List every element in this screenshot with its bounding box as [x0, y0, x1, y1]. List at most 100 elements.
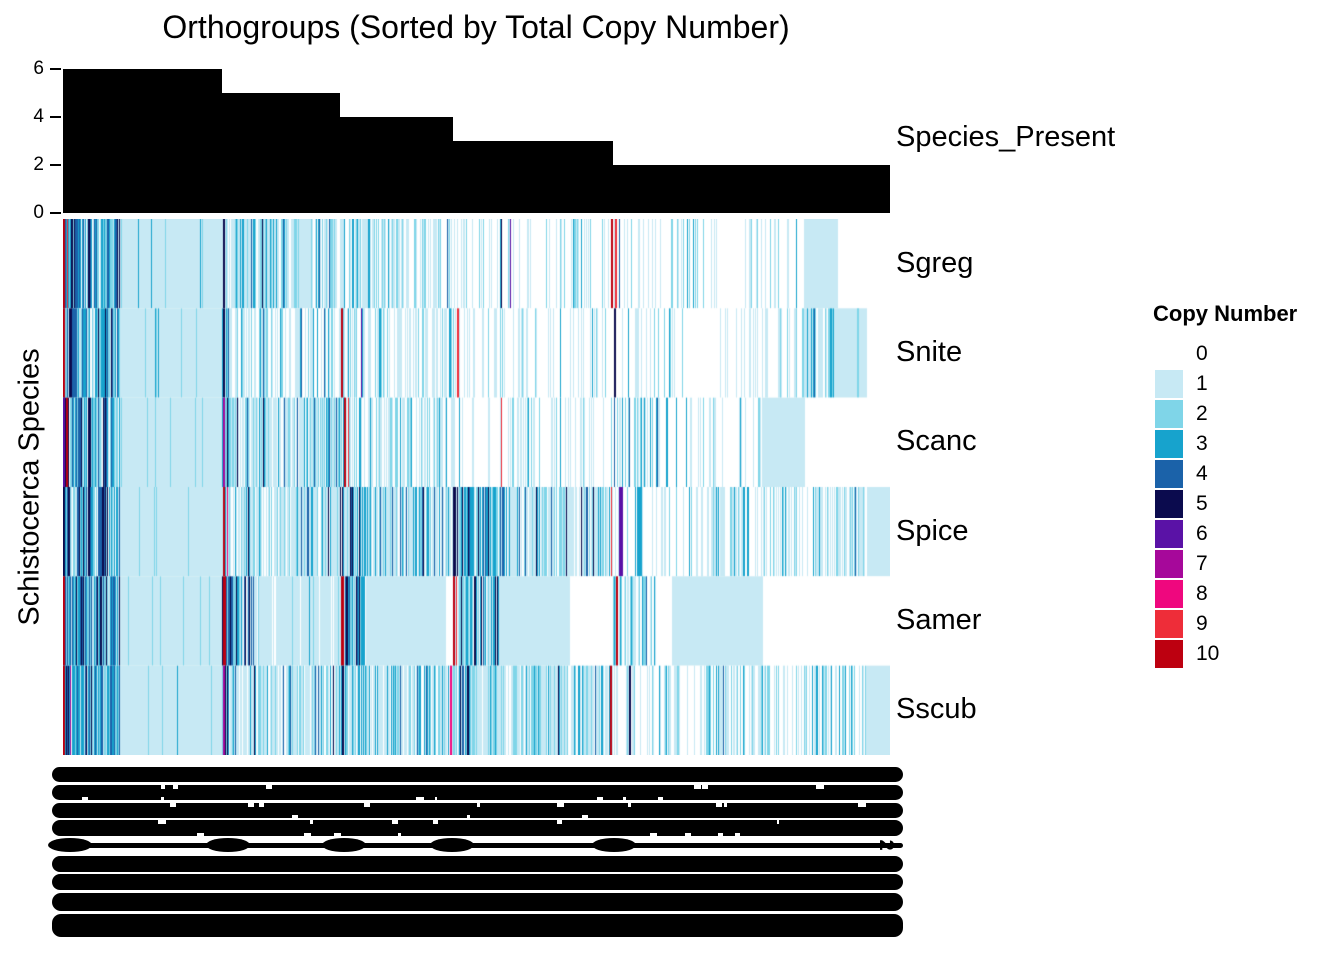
label-band-notch [556, 803, 564, 807]
legend-label-6: 6 [1196, 522, 1208, 545]
legend-label-9: 9 [1196, 612, 1208, 635]
legend-swatch-0 [1155, 340, 1183, 368]
label-band-notch [715, 803, 723, 807]
label-band-notch [434, 796, 438, 800]
species-present-bar-segment [612, 165, 890, 213]
species-present-barplot [63, 69, 890, 213]
label-band-notch [82, 796, 89, 800]
label-band-notch [196, 832, 204, 836]
legend-label-0: 0 [1196, 342, 1208, 365]
legend-swatch-6 [1155, 520, 1183, 548]
label-band-notch [292, 814, 298, 818]
label-band-notch [650, 832, 657, 836]
label-band-notch [702, 785, 708, 789]
species-present-bar-segment [340, 117, 453, 213]
legend-label-1: 1 [1196, 372, 1208, 395]
legend-label-8: 8 [1196, 582, 1208, 605]
legend-swatch-2 [1155, 400, 1183, 428]
label-band-notch [160, 785, 166, 789]
label-band-notch [467, 814, 471, 818]
label-band-notch [334, 832, 341, 836]
label-band-notch [170, 803, 177, 807]
legend-title: Copy Number [1153, 301, 1298, 326]
row-label-sscub: Sscub [896, 693, 977, 726]
legend-swatch-7 [1155, 550, 1183, 578]
label-band-notch [363, 803, 371, 807]
row-label-scanc: Scanc [896, 425, 977, 458]
label-band [52, 785, 903, 800]
y-axis-label: Schistocerca Species [13, 348, 46, 626]
legend-label-4: 4 [1196, 462, 1208, 485]
legend-swatch-8 [1155, 580, 1183, 608]
label-band-notch [173, 785, 179, 789]
legend-swatch-1 [1155, 370, 1183, 398]
label-band-notch [310, 820, 314, 824]
legend-label-3: 3 [1196, 432, 1208, 455]
legend-swatch-9 [1155, 610, 1183, 638]
label-band-line [52, 842, 903, 848]
label-band-notch [248, 803, 255, 807]
legend-swatch-5 [1155, 490, 1183, 518]
rotated-label-digit: 2 [875, 839, 897, 851]
y-tick-mark [50, 212, 61, 215]
label-band-notch [735, 832, 740, 836]
label-band [52, 856, 903, 872]
species-present-bar-segment [63, 69, 222, 213]
label-band-notch [685, 832, 691, 836]
label-band-notch [392, 820, 398, 824]
copy-number-heatmap [63, 219, 890, 755]
row-label-sgreg: Sgreg [896, 246, 974, 279]
label-band-notch [476, 803, 481, 807]
y-tick-label: 6 [33, 58, 44, 79]
label-band-notch [597, 796, 604, 800]
y-tick-label: 4 [33, 106, 44, 127]
label-band-blob [322, 838, 366, 852]
label-band-notch [658, 796, 664, 800]
label-band [52, 767, 903, 782]
label-band-notch [161, 796, 164, 800]
label-band-notch [724, 803, 728, 807]
y-tick-label: 0 [33, 202, 44, 223]
label-band-notch [627, 803, 632, 807]
chart-title: Orthogroups (Sorted by Total Copy Number… [162, 9, 790, 45]
label-band-blob [592, 838, 636, 852]
row-label-snite: Snite [896, 336, 963, 368]
label-band-notch [158, 820, 166, 824]
legend-label-5: 5 [1196, 492, 1208, 515]
legend-label-7: 7 [1196, 552, 1208, 575]
label-band-notch [266, 785, 272, 789]
label-band-notch [557, 820, 562, 824]
legend-swatch-10 [1155, 640, 1183, 668]
y-tick-mark [50, 68, 61, 71]
label-band-notch [304, 832, 311, 836]
label-band-notch [398, 832, 402, 836]
label-band-notch [622, 796, 626, 800]
row-label-samer: Samer [896, 604, 982, 636]
label-band-blob [206, 838, 250, 852]
label-band-notch [694, 785, 702, 789]
label-band [52, 893, 903, 911]
y-tick-mark [50, 164, 61, 167]
species-present-bar-segment [452, 141, 613, 213]
label-band-notch [815, 785, 824, 789]
species-present-bar-segment [221, 93, 341, 213]
y-tick-mark [50, 116, 61, 119]
label-band-notch [416, 796, 424, 800]
annotation-label-species-present: Species_Present [896, 121, 1116, 153]
label-band [52, 803, 903, 818]
label-band [52, 820, 903, 836]
label-band-notch [776, 820, 780, 824]
label-band-notch [433, 820, 438, 824]
label-band-notch [581, 814, 589, 818]
label-band-notch [717, 832, 724, 836]
label-band-notch [858, 803, 867, 807]
legend-label-2: 2 [1196, 402, 1208, 425]
label-band [52, 874, 903, 890]
legend-swatch-3 [1155, 430, 1183, 458]
row-label-spice: Spice [896, 514, 969, 547]
label-band-blob [430, 838, 474, 852]
legend-swatch-4 [1155, 460, 1183, 488]
label-band-blob [48, 838, 92, 852]
label-band-notch [258, 803, 264, 807]
